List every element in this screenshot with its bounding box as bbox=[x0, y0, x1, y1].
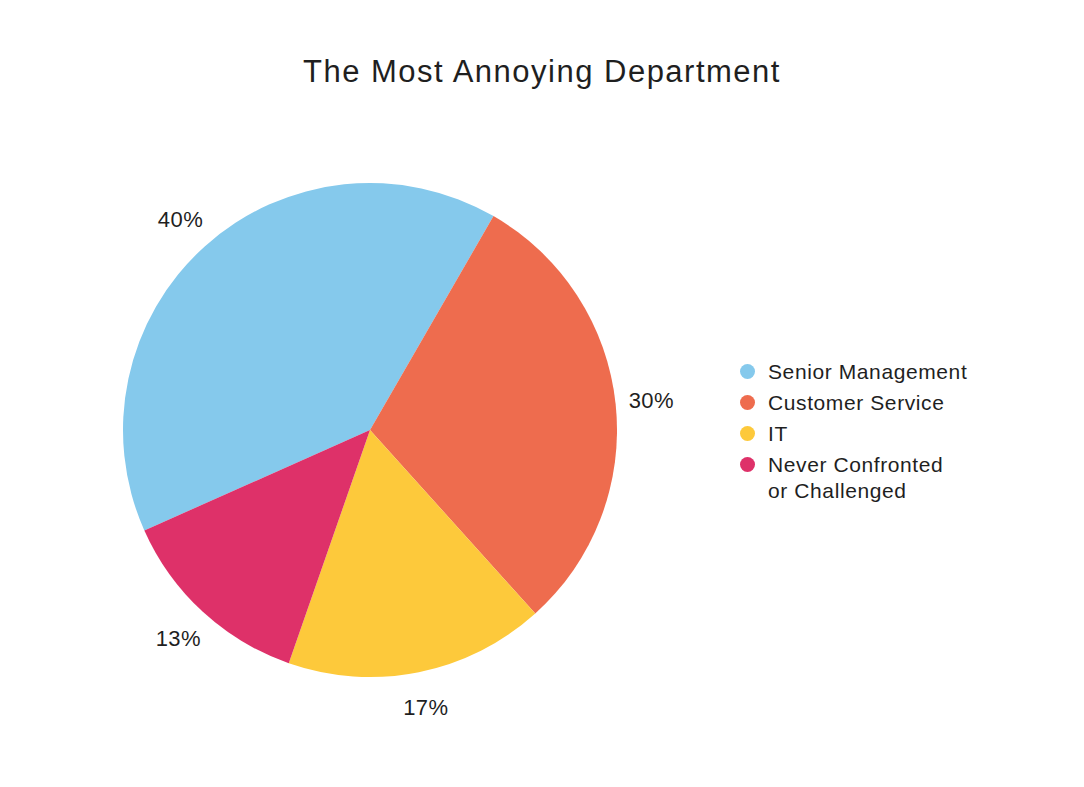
legend: Senior Management Customer Service IT Ne… bbox=[740, 359, 1000, 509]
legend-item-customer-service: Customer Service bbox=[740, 390, 1000, 416]
legend-item-senior-management: Senior Management bbox=[740, 359, 1000, 385]
legend-item-never-confronted: Never Confronted or Challenged bbox=[740, 452, 1000, 504]
legend-swatch-senior-management bbox=[740, 364, 755, 379]
legend-label-senior-management: Senior Management bbox=[768, 359, 967, 385]
slice-percent-label: 13% bbox=[156, 626, 202, 651]
legend-swatch-it bbox=[740, 426, 755, 441]
legend-label-never-confronted: Never Confronted or Challenged bbox=[768, 452, 943, 504]
slice-percent-label: 30% bbox=[629, 388, 675, 413]
slice-percent-label: 17% bbox=[403, 695, 449, 720]
legend-swatch-never-confronted bbox=[740, 457, 755, 472]
legend-label-customer-service: Customer Service bbox=[768, 390, 944, 416]
legend-item-it: IT bbox=[740, 421, 1000, 447]
legend-swatch-customer-service bbox=[740, 395, 755, 410]
legend-label-it: IT bbox=[768, 421, 788, 447]
slice-percent-label: 40% bbox=[158, 207, 204, 232]
